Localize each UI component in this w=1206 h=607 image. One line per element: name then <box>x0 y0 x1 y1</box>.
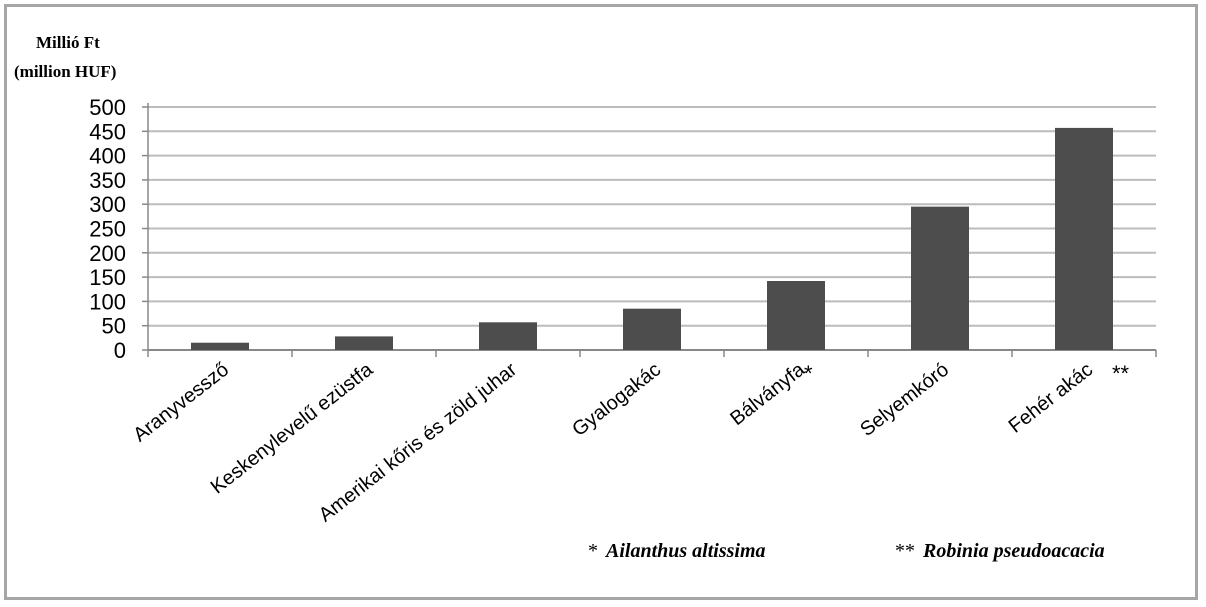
y-tick-label: 400 <box>89 144 126 169</box>
bar-4 <box>623 308 681 350</box>
category-label-6: Selyemkóró <box>856 359 953 441</box>
y-tick-label: 150 <box>89 265 126 290</box>
y-tick-label: 500 <box>89 95 126 120</box>
y-axis-label-line2: (million HUF) <box>14 62 117 81</box>
footnote-2-mark: ** <box>895 540 915 562</box>
y-tick-label: 0 <box>114 338 126 363</box>
y-axis-label: Millió Ft (million HUF) <box>14 28 116 86</box>
y-tick-label: 300 <box>89 192 126 217</box>
bar-3 <box>479 322 537 350</box>
category-mark-5: * <box>804 361 813 386</box>
y-tick-label: 100 <box>89 289 126 314</box>
category-label-1: Aranyvessző <box>129 359 233 447</box>
bar-5 <box>767 280 825 350</box>
y-axis-label-line1: Millió Ft <box>36 33 100 52</box>
footnote-1: * Ailanthus altissima <box>588 540 766 563</box>
y-tick-label: 50 <box>102 314 126 339</box>
bar-6 <box>911 206 969 350</box>
bar-2 <box>335 336 393 350</box>
y-tick-label: 250 <box>89 217 126 242</box>
category-mark-7: ** <box>1112 361 1130 386</box>
bar-1 <box>191 342 249 350</box>
category-label-2: Keskenylevelű ezüstfa <box>207 358 378 498</box>
y-tick-label: 450 <box>89 119 126 144</box>
y-tick-label: 350 <box>89 168 126 193</box>
footnote-2: ** Robinia pseudoacacia <box>895 540 1105 563</box>
footnote-2-name: Robinia pseudoacacia <box>923 540 1105 562</box>
footnote-1-name: Ailanthus altissima <box>606 540 766 562</box>
category-label-5: Bálványfa <box>726 358 809 430</box>
category-label-4: Gyalogakác <box>568 359 665 441</box>
bar-7 <box>1055 127 1113 350</box>
footnote-1-mark: * <box>588 540 598 562</box>
y-tick-label: 200 <box>89 241 126 266</box>
category-label-7: Fehér akác <box>1005 359 1097 438</box>
